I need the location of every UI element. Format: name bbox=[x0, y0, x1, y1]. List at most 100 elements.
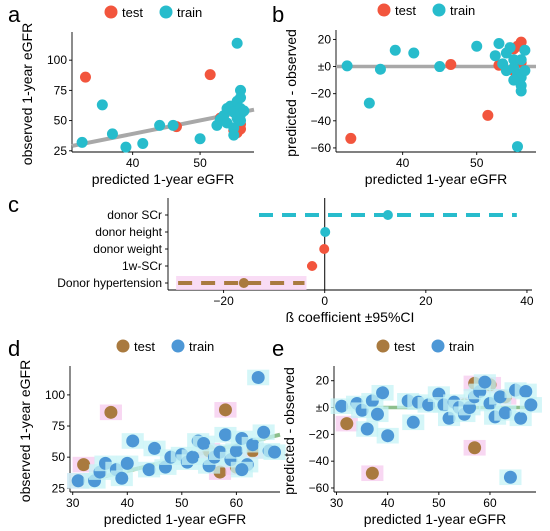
row-label: Donor hypertension bbox=[57, 276, 162, 290]
data-point-train bbox=[228, 129, 240, 141]
data-point-train bbox=[106, 128, 118, 140]
y-tick-label: 50 bbox=[54, 114, 68, 128]
y-tick-label: ±0 bbox=[318, 60, 332, 74]
data-point-train bbox=[374, 63, 386, 75]
row-label: 1w-SCr bbox=[122, 259, 162, 273]
y-tick-label: 100 bbox=[47, 53, 67, 67]
data-point-train bbox=[508, 74, 520, 86]
y-tick-label: −60 bbox=[311, 141, 332, 155]
x-axis-title: predicted 1-year eGFR bbox=[364, 511, 506, 527]
data-point-train bbox=[434, 61, 446, 73]
data-point-train bbox=[335, 399, 349, 413]
x-tick-label: 30 bbox=[330, 496, 344, 510]
data-point-train bbox=[478, 375, 492, 389]
x-tick-label: 60 bbox=[483, 496, 497, 510]
data-point-train bbox=[120, 456, 134, 470]
coefficient-point bbox=[382, 210, 393, 220]
data-point-train bbox=[115, 471, 129, 485]
data-point-train bbox=[519, 384, 533, 398]
coefficient-point bbox=[319, 244, 330, 254]
data-point-train bbox=[96, 99, 108, 111]
data-point-train bbox=[515, 85, 527, 97]
data-point-train bbox=[519, 44, 531, 56]
data-point-test bbox=[204, 69, 216, 81]
data-point-test bbox=[77, 458, 91, 472]
legend-marker-test bbox=[377, 3, 391, 17]
legend-label-test: test bbox=[134, 339, 155, 354]
y-tick-label: ±0 bbox=[316, 401, 330, 415]
row-label: donor weight bbox=[93, 242, 162, 256]
row-label: donor SCr bbox=[107, 208, 162, 222]
legend-marker-test bbox=[376, 339, 390, 353]
legend-label-train: train bbox=[449, 339, 474, 354]
y-axis-title: observed 1-year eGFR bbox=[17, 360, 33, 502]
y-tick-label: 25 bbox=[52, 481, 66, 495]
y-axis-title: predicted - observed bbox=[281, 367, 297, 495]
data-point-train bbox=[167, 119, 179, 131]
y-tick-label: −60 bbox=[309, 481, 330, 495]
x-tick-label: 40 bbox=[381, 496, 395, 510]
legend-label-test: test bbox=[394, 339, 415, 354]
data-point-train bbox=[519, 65, 531, 77]
x-axis-title: ß coefficient ±95%CI bbox=[286, 309, 415, 325]
x-tick-label: 50 bbox=[175, 496, 189, 510]
data-point-train bbox=[503, 470, 517, 484]
data-point-train bbox=[71, 474, 85, 488]
x-tick-label: 50 bbox=[193, 156, 207, 170]
panel-label: c bbox=[8, 192, 19, 217]
data-point-train bbox=[229, 444, 243, 458]
data-point-train bbox=[120, 141, 132, 153]
legend-label-train: train bbox=[450, 3, 475, 18]
coefficient-point bbox=[320, 227, 331, 237]
x-tick-label: 50 bbox=[470, 156, 484, 170]
data-point-train bbox=[406, 415, 420, 429]
x-tick-label: 60 bbox=[230, 496, 244, 510]
data-point-train bbox=[154, 119, 166, 131]
panel-label: a bbox=[8, 2, 21, 27]
legend-marker-test bbox=[104, 5, 118, 19]
data-point-train bbox=[235, 92, 247, 104]
data-point-test bbox=[445, 59, 457, 71]
x-tick-label: −20 bbox=[213, 294, 234, 308]
y-tick-label: 100 bbox=[45, 388, 65, 402]
data-point-train bbox=[471, 40, 483, 52]
data-point-train bbox=[363, 97, 375, 109]
data-point-train bbox=[376, 386, 390, 400]
data-point-train bbox=[194, 133, 206, 145]
data-point-train bbox=[235, 463, 249, 477]
data-point-train bbox=[235, 115, 247, 127]
data-point-test bbox=[340, 417, 354, 431]
legend-label-test: test bbox=[395, 3, 416, 18]
x-axis-title: predicted 1-year eGFR bbox=[92, 171, 234, 187]
data-point-test bbox=[468, 441, 482, 455]
panel-c: c −20 0 20 40 ß coefficient ±95%CI donor SCr do… bbox=[8, 192, 534, 325]
data-point-train bbox=[142, 463, 156, 477]
data-point-train bbox=[251, 370, 265, 384]
y-axis-title: predicted - observed bbox=[283, 29, 299, 157]
legend-marker-train bbox=[432, 3, 446, 17]
data-point-train bbox=[231, 37, 243, 49]
data-point-train bbox=[493, 390, 507, 404]
data-point-train bbox=[408, 47, 420, 59]
y-tick-label: 75 bbox=[54, 83, 68, 97]
y-tick-label: −20 bbox=[309, 427, 330, 441]
x-tick-label: 40 bbox=[126, 156, 140, 170]
coefficient-point bbox=[238, 278, 249, 288]
y-tick-label: −20 bbox=[311, 87, 332, 101]
data-point-train bbox=[246, 438, 260, 452]
y-tick-label: 25 bbox=[54, 144, 68, 158]
legend-marker-train bbox=[171, 339, 185, 353]
x-tick-label: 0 bbox=[321, 294, 328, 308]
data-point-test bbox=[79, 71, 91, 83]
y-tick-label: −40 bbox=[309, 454, 330, 468]
legend-marker-train bbox=[159, 5, 173, 19]
data-point-train bbox=[524, 398, 538, 412]
panel-label: d bbox=[8, 336, 20, 361]
data-point-train bbox=[257, 425, 271, 439]
data-point-test bbox=[345, 132, 357, 144]
data-point-train bbox=[268, 445, 282, 459]
